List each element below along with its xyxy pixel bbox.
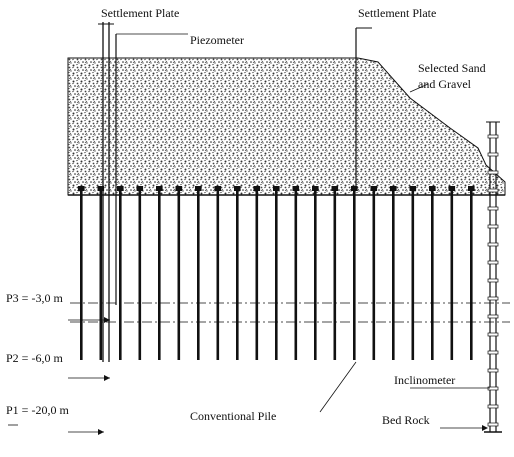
pile-cap <box>409 186 417 191</box>
pile-cap <box>214 186 222 191</box>
inclinometer-joint <box>487 422 499 427</box>
inclinometer-joint <box>487 314 499 319</box>
pile-cap <box>78 186 85 191</box>
pile <box>158 188 161 360</box>
pile-cap <box>273 186 280 191</box>
pile-cap <box>253 186 261 191</box>
pile <box>255 188 259 360</box>
bed-rock-label: Bed Rock <box>382 413 430 427</box>
inclinometer-instrument <box>484 121 502 433</box>
pile-cap <box>351 186 358 191</box>
pile <box>119 188 122 360</box>
selected-sand-label: Selected Sand <box>418 61 486 75</box>
pile-cap <box>117 186 124 191</box>
pile <box>431 188 434 360</box>
pile-cap <box>195 186 202 191</box>
inclinometer-joint <box>487 332 499 337</box>
settlement-plate-right-instrument <box>355 27 372 190</box>
inclinometer-joint <box>487 386 499 391</box>
pile-cap <box>234 186 241 191</box>
p3-marker <box>68 317 110 323</box>
settlement-plate-left-instrument <box>98 22 114 362</box>
pile <box>216 188 220 360</box>
pile <box>138 188 142 360</box>
pile <box>411 188 415 360</box>
pile <box>372 188 376 360</box>
p2-label: P2 = -6,0 m <box>6 351 63 365</box>
pile-cap <box>312 186 319 191</box>
pile-cap <box>175 186 183 191</box>
inclinometer-joint <box>487 296 499 301</box>
settlement-plate-right-label: Settlement Plate <box>358 6 436 20</box>
p2-marker <box>68 375 110 381</box>
pile <box>314 188 317 360</box>
inclinometer-joint <box>487 206 499 211</box>
inclinometer-joint <box>487 368 499 373</box>
inclinometer-joint <box>487 350 499 355</box>
pile-cap <box>331 186 339 191</box>
inclinometer-joint <box>487 152 499 157</box>
inclinometer-joint <box>487 170 499 175</box>
inclinometer-joint <box>487 404 499 409</box>
piezometer-instrument <box>115 33 188 305</box>
inclinometer-joint <box>487 224 499 229</box>
pile-cap <box>468 186 475 191</box>
pile-cap <box>429 186 436 191</box>
inclinometer-joint <box>487 260 499 265</box>
pile-group <box>78 186 475 360</box>
pile <box>80 188 83 360</box>
p1-marker <box>8 424 104 435</box>
pile <box>333 188 337 360</box>
pile-cap <box>448 186 456 191</box>
inclinometer-joint <box>487 242 499 247</box>
pile-cap <box>97 186 105 191</box>
inclinometer-joint <box>487 278 499 283</box>
pile-cap <box>292 186 300 191</box>
inclinometer-joint <box>487 134 499 139</box>
p3-label: P3 = -3,0 m <box>6 291 63 305</box>
inclinometer-label: Inclinometer <box>394 373 455 387</box>
pile-cap <box>390 186 397 191</box>
pile <box>353 188 356 360</box>
pile <box>236 188 239 360</box>
conventional-pile-label: Conventional Pile <box>190 409 276 423</box>
pile <box>470 188 473 360</box>
sand-gravel-leader <box>409 83 429 93</box>
pile <box>275 188 278 360</box>
pile <box>294 188 298 360</box>
pile-cap <box>156 186 163 191</box>
bed-rock-arrow <box>482 425 488 431</box>
pile <box>450 188 454 360</box>
p1-label: P1 = -20,0 m <box>6 403 69 417</box>
and-gravel-label: and Gravel <box>418 77 472 91</box>
settlement-plate-left-label: Settlement Plate <box>101 6 179 20</box>
piezometer-label: Piezometer <box>190 33 244 47</box>
inclinometer-joint <box>487 188 499 193</box>
pile <box>99 188 103 360</box>
pile-cap <box>136 186 144 191</box>
pile <box>197 188 200 360</box>
pile-cap <box>370 186 378 191</box>
pile <box>177 188 181 360</box>
conventional-pile-leader <box>319 361 357 413</box>
pile <box>392 188 395 360</box>
